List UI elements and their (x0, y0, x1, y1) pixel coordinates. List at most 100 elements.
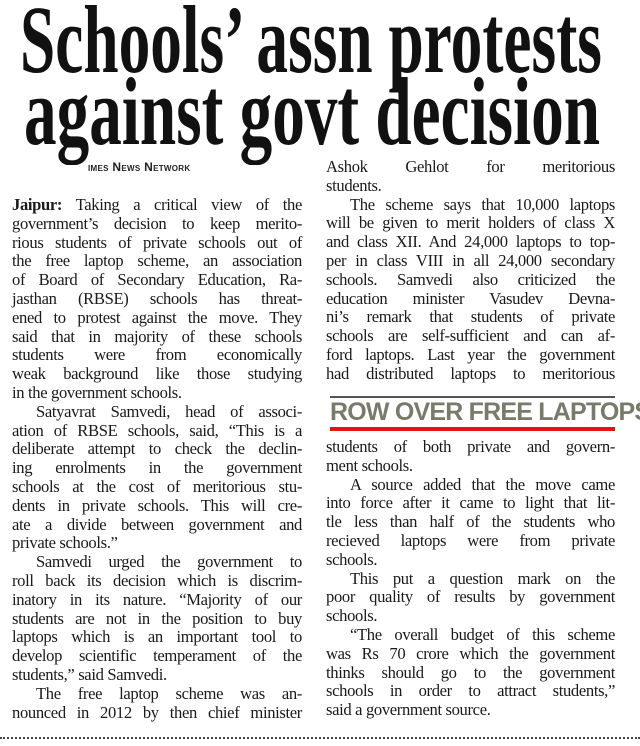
byline: imes News Network (88, 160, 191, 174)
article-line: schools at the cost of meritorious stu- (12, 476, 302, 497)
article-line: Ashok Gehlot for meritorious (326, 157, 615, 177)
subheading-box: ROW OVER FREE LAPTOPS (330, 396, 640, 431)
article-line: deliberate attempt to check the declin- (12, 439, 302, 459)
article-line-text: ford laptops. Last year the government (326, 344, 615, 364)
article-line-text: schools. Samvedi also criticized the (326, 269, 615, 289)
article-line-text: students,” said Samvedi. (12, 664, 167, 684)
article-line-text: ment schools. (326, 455, 413, 475)
article-line-text: per in class VIII in all 24,000 secondar… (326, 250, 615, 270)
article-line-text: the free laptop scheme, an association (12, 251, 302, 271)
article-line: “The overall budget of this scheme (326, 625, 615, 645)
article-column-right-top: Ashok Gehlot for meritorious students. The… (326, 157, 615, 384)
article-line: students. (326, 175, 615, 196)
article-line-text: of Board of Secondary Education, Ra- (12, 270, 302, 290)
article-line-text: schools in order to attract students,” (326, 681, 615, 701)
article-line: of Board of Secondary Education, Ra- (12, 270, 302, 290)
article-line: ing enrolments in the government (12, 458, 302, 478)
article-line-text: students of both private and govern- (326, 437, 615, 456)
article-line: was Rs 70 crore which the government (326, 643, 615, 664)
subheading-title: ROW OVER FREE LAPTOPS (330, 398, 640, 426)
article-line-text: ation of RBSE schools, said, “This is a (12, 420, 302, 440)
article-line: nounced in 2012 by then chief minister (12, 702, 302, 723)
article-line-text: A source added that the move came (350, 474, 615, 494)
article-line-text: This put a question mark on the (350, 568, 615, 588)
article-line: ened to protest against the move. They (12, 307, 302, 328)
article-line-text: laptops which is an important tool to (12, 627, 302, 647)
article-line-text: deliberate attempt to check the declin- (12, 439, 302, 459)
article-line-text: nounced in 2012 by then chief minister (12, 702, 302, 722)
article-line: schools in order to attract students,” (326, 681, 615, 701)
article-line: into force after it came to light that l… (326, 493, 615, 513)
article-line-text: ni’s remark that students of private (326, 307, 615, 327)
article-line-text: schools. (326, 606, 378, 626)
article-line-text: education minister Vasudev Devna- (326, 288, 615, 308)
article-line: laptops which is an important tool to (12, 627, 302, 647)
article-line-text: students. (326, 175, 382, 195)
article-line-text: develop scientific temperament of the (12, 646, 302, 666)
article-line-text: Taking a critical view of the (62, 195, 303, 214)
article-line-text: students are not in the position to buy (12, 608, 302, 628)
article-line: students were from economically (12, 345, 302, 365)
dateline: Jaipur: (12, 195, 63, 214)
subheading-red-rule (330, 427, 615, 431)
article-line-text: private schools.” (12, 533, 118, 553)
article-line: The scheme says that 10,000 laptops (326, 195, 615, 215)
bottom-dotted-divider (0, 737, 640, 739)
article-line-text: jasthan (RBSE) schools has threat- (12, 288, 302, 308)
article-line: develop scientific temperament of the (12, 646, 302, 666)
subheading-top-rule (330, 396, 615, 398)
article-line-text: roll back its decision which is discrim- (12, 570, 302, 590)
article-line: inatory in its nature. “Majority of our (12, 589, 302, 610)
article-line: Jaipur: Taking a critical view of the (12, 195, 303, 215)
article-line-text: government’s decision to keep merito- (12, 213, 302, 233)
article-line: roll back its decision which is discrim- (12, 570, 302, 591)
article-line: ford laptops. Last year the government (326, 344, 615, 365)
article-line: students,” said Samvedi. (12, 664, 302, 685)
article-line: ation of RBSE schools, said, “This is a (12, 420, 302, 441)
article-line-text: said that in majority of these schools (12, 326, 302, 346)
article-line-text: poor quality of results by government (326, 587, 615, 607)
article-line-text: Satyavrat Samvedi, head of associ- (36, 401, 302, 421)
article-line: students of both private and govern- (326, 437, 615, 457)
article-line-text: dents in private schools. This will cre- (12, 495, 302, 515)
article-line: said a government source. (326, 700, 615, 720)
article-line: weak background like those studying (12, 364, 302, 384)
article-line: said that in majority of these schools (12, 326, 302, 347)
article-line: schools. (326, 550, 615, 570)
article-line-text: was Rs 70 crore which the government (326, 643, 615, 663)
article-line: schools are self-sufficient and can af- (326, 326, 615, 346)
article-line: This put a question mark on the (326, 568, 615, 589)
article-line-text: and class XII. And 24,000 laptops to top… (326, 232, 615, 252)
article-line-text: ate a divide between government and (12, 514, 302, 534)
headline-line-2: against govt decision (24, 58, 601, 165)
article-line-text: schools are self-sufficient and can af- (326, 326, 615, 346)
article-line-text: in the government schools. (12, 382, 182, 402)
article-line-text: Samvedi urged the government to (36, 552, 302, 572)
article-line: jasthan (RBSE) schools has threat- (12, 288, 302, 309)
article-line: thinks should go to the government (326, 663, 615, 683)
article-line: and class XII. And 24,000 laptops to top… (326, 232, 615, 252)
article-line: had distributed laptops to meritorious (326, 363, 615, 384)
article-column-left: Jaipur: Taking a critical view of the gov… (12, 195, 303, 723)
article-line-text: students were from economically (12, 345, 302, 365)
article-line-text: had distributed laptops to meritorious (326, 363, 615, 383)
article-line: Satyavrat Samvedi, head of associ- (12, 401, 302, 422)
headline-line-1: Schools’ assn protests (20, 0, 602, 93)
article-line: schools. (326, 606, 615, 626)
article-line: per in class VIII in all 24,000 secondar… (326, 250, 615, 271)
article-line-text: inatory in its nature. “Majority of our (12, 589, 302, 609)
article-line: Samvedi urged the government to (12, 552, 302, 572)
article-line-text: into force after it came to light that l… (326, 493, 615, 513)
article-line-text: said a government source. (326, 700, 491, 720)
article-line: The free laptop scheme was an- (12, 684, 302, 704)
article-line-text: tle less than half of the students who (326, 512, 615, 532)
article-line-text: ened to protest against the move. They (12, 307, 302, 327)
article-line: schools. Samvedi also criticized the (326, 269, 615, 290)
article-line: tle less than half of the students who (326, 512, 615, 532)
article-line-text: will be given to merit holders of class … (326, 213, 615, 233)
article-line-text: schools at the cost of meritorious stu- (12, 476, 302, 496)
article-line-text: rious students of private schools out of (12, 232, 302, 252)
article-line: in the government schools. (12, 382, 302, 403)
article-line: ni’s remark that students of private (326, 307, 615, 327)
article-line: rious students of private schools out of (12, 232, 302, 253)
